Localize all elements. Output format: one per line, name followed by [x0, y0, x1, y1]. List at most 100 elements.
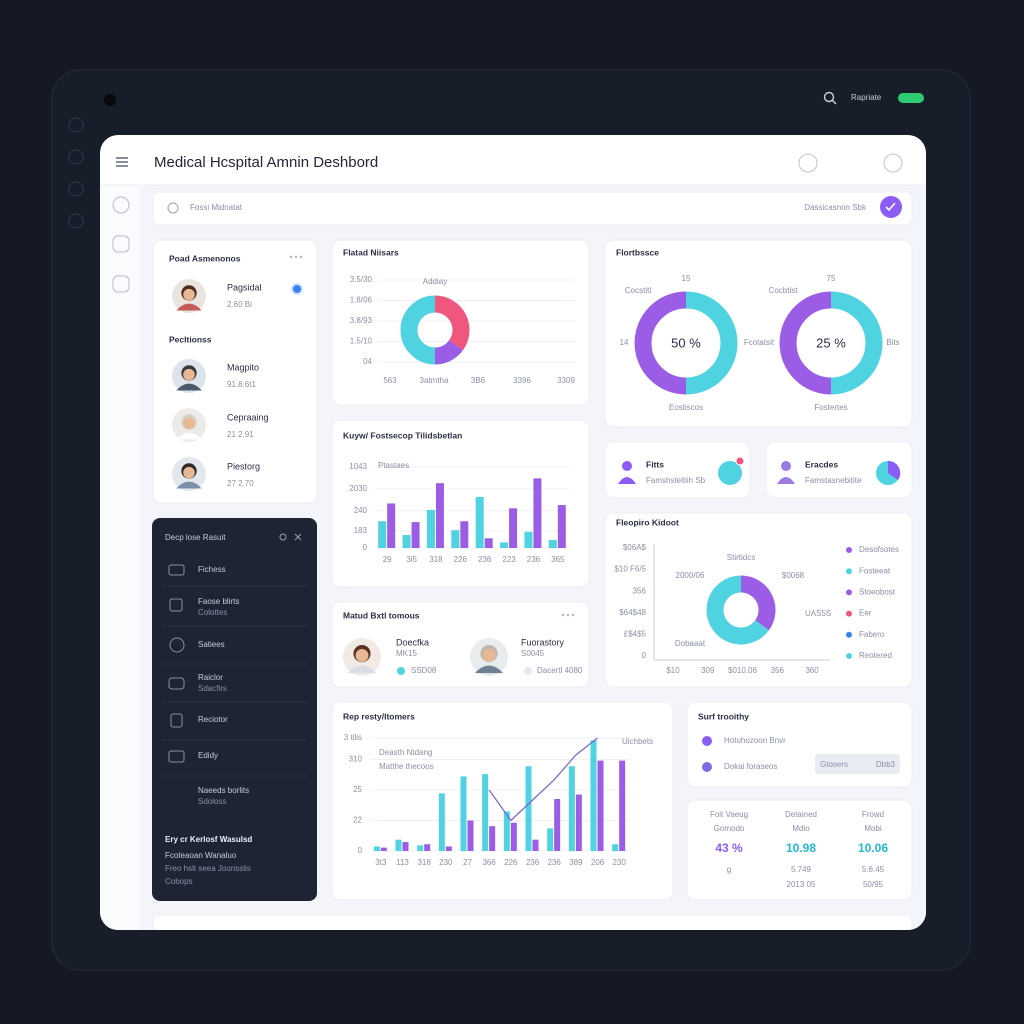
sidebar-item-sub: Colottes [198, 608, 227, 617]
section-title: Pecltionss [169, 334, 212, 344]
sidebar-item[interactable]: Faose blirts [198, 597, 239, 606]
sidebar-item[interactable]: Satiees [198, 640, 225, 649]
x-tick-label: 389 [569, 858, 583, 867]
x-axis-label: $010.06 [728, 666, 757, 675]
camera [104, 94, 116, 106]
more-dots[interactable] [561, 613, 575, 617]
person-icon [781, 461, 791, 471]
donut-center-label: 50 % [671, 335, 701, 350]
chart-title: Flatad Niisars [343, 247, 399, 257]
y-axis-label: 1.5/10 [350, 337, 373, 346]
bar [460, 521, 469, 548]
sidebar-item-sub: Sdacfirs [198, 684, 227, 693]
sidebar-item-sub: Sdoloss [198, 797, 226, 806]
bar [524, 531, 533, 548]
rail-icons[interactable] [112, 196, 130, 293]
x-tick-label: 236 [527, 555, 541, 564]
x-tick-label: 236 [478, 555, 492, 564]
legend-swatch [846, 568, 852, 575]
stat-sub: Gomodo [714, 824, 745, 833]
bar [426, 509, 435, 548]
donut-segment [830, 291, 883, 395]
more-dots[interactable] [289, 255, 303, 259]
annotation: Dobaaat [675, 639, 706, 648]
donut-segment [634, 291, 687, 395]
profile-detail: 27 2.70 [227, 479, 254, 488]
profile-name: Piestorg [227, 461, 260, 471]
bar [547, 828, 554, 851]
bar [380, 847, 387, 851]
legend-swatch [846, 653, 852, 659]
search-bar[interactable] [152, 191, 913, 226]
y-tick-label: 0 [363, 543, 368, 552]
search-icon[interactable] [823, 91, 837, 105]
bar [451, 530, 460, 548]
sidebar-controls[interactable] [279, 533, 302, 541]
legend-swatch [846, 631, 852, 638]
sidebar-item[interactable]: Naeeds borlits [198, 786, 249, 795]
y-tick-label: 25 [353, 785, 362, 794]
toggle[interactable] [898, 93, 924, 103]
legend-label: Matthe thecoos [379, 762, 434, 771]
chart-title: Flortbssce [616, 247, 659, 257]
header-icon[interactable] [883, 153, 903, 173]
donut-segment [779, 291, 832, 395]
y-tick-label: 310 [349, 755, 363, 764]
legend-label: Fosteeat [859, 566, 891, 575]
x-tick-label: 29 [383, 555, 392, 564]
x-tick-label: 3t3 [375, 858, 387, 867]
search-bar-icon [167, 202, 179, 214]
bar [475, 496, 484, 548]
bar [597, 760, 604, 851]
sidebar-item[interactable]: Fichess [198, 565, 226, 574]
person-icon [618, 477, 636, 484]
bar [395, 839, 402, 851]
legend-label: Uichbets [622, 737, 653, 746]
chart-title: Fleopiro Kidoot [616, 517, 679, 527]
y-tick-label: 183 [354, 526, 368, 535]
x-tick-label: 226 [454, 555, 468, 564]
bar [411, 522, 420, 548]
avatar-face [355, 649, 369, 662]
match-detail: S0045 [521, 649, 545, 658]
bar [500, 542, 509, 548]
legend-label: Eer [859, 609, 872, 618]
small-card-title: Eracdes [805, 459, 838, 469]
y-tick-label: 2030 [349, 484, 367, 493]
bar [612, 844, 619, 851]
donut-segment [400, 295, 436, 365]
y-axis-label: 1.8/06 [350, 296, 373, 305]
menu-button[interactable] [116, 157, 128, 167]
row-icon [702, 762, 712, 772]
y-axis-label: 0 [642, 651, 647, 660]
profile-detail: 21 2.91 [227, 430, 254, 439]
profile-detail: 2.60 Bi [227, 300, 252, 309]
x-tick-label: 223 [502, 555, 516, 564]
stat-value: 10.98 [786, 841, 816, 855]
x-tick-label: 27 [463, 858, 472, 867]
bar [532, 839, 539, 851]
annotation: Stirtidcs [727, 553, 755, 562]
x-axis-label: 356 [771, 666, 785, 675]
annotation: Fcotatsit [744, 338, 775, 347]
survey-button[interactable] [815, 754, 900, 774]
survey-row: Dokai foraseos [724, 762, 777, 771]
header-icon[interactable] [798, 153, 818, 173]
sidebar-item[interactable]: Edidy [198, 751, 218, 760]
card-title: Matud Bxtl tomous [343, 610, 420, 620]
match-card [331, 601, 590, 688]
sidebar-item[interactable]: Raiclor [198, 673, 223, 682]
small-card-sub: Famstasnebitite [805, 476, 862, 485]
bar [402, 841, 409, 851]
bar [557, 505, 566, 548]
separators [162, 585, 307, 777]
search-placeholder: Fossi Midnatat [190, 203, 243, 212]
check-icon [885, 202, 896, 212]
charts: 3.5/30 1.8/06 3.8/93 1.5/10 04 563 3atmtha 3B6 3… [344, 274, 900, 867]
y-axis-label: 356 [633, 586, 647, 595]
sidebar-item[interactable]: Reciotor [198, 715, 228, 724]
small-card[interactable] [604, 441, 751, 499]
annotation: Eostiscos [669, 403, 703, 412]
small-card[interactable] [765, 441, 913, 499]
